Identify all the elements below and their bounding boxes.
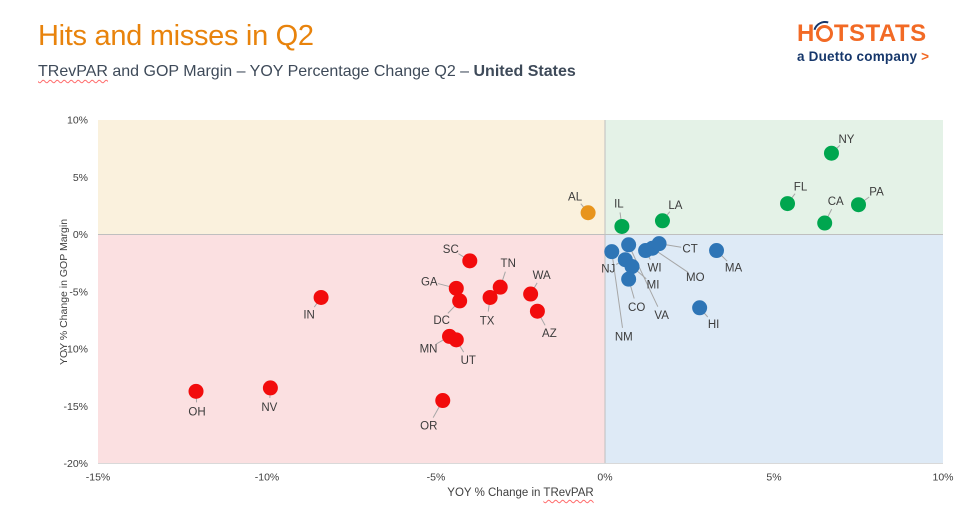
label-MA: MA <box>725 263 743 275</box>
quadrant-top-left <box>98 120 605 235</box>
point-GA <box>448 280 464 296</box>
label-UT: UT <box>461 355 476 367</box>
point-OH <box>188 383 204 399</box>
label-NY: NY <box>838 134 854 146</box>
quadrant-top-right <box>605 120 943 235</box>
x-axis-title-trevpar: TRevPAR <box>543 487 594 499</box>
x-tick--5%: -5% <box>427 472 446 484</box>
label-OR: OR <box>420 421 437 433</box>
point-NY <box>823 145 839 161</box>
label-MO: MO <box>686 272 705 284</box>
label-IN: IN <box>303 309 315 321</box>
point-AL <box>580 205 596 221</box>
x-tick-5%: 5% <box>766 472 781 484</box>
point-VA <box>621 237 637 253</box>
y-tick--5%: -5% <box>69 286 88 298</box>
label-TN: TN <box>501 258 516 270</box>
label-CT: CT <box>682 244 697 256</box>
y-tick--20%: -20% <box>63 458 88 470</box>
point-UT <box>448 332 464 348</box>
point-MA <box>709 243 725 259</box>
point-LA <box>654 213 670 229</box>
y-tick-0%: 0% <box>73 229 88 241</box>
logo-tagline: a Duetto company > <box>797 49 957 64</box>
x-axis-title: YOY % Change in TRevPAR <box>98 487 943 499</box>
label-WI: WI <box>648 263 662 275</box>
label-PA: PA <box>869 187 884 199</box>
y-tick--10%: -10% <box>63 344 88 356</box>
label-CA: CA <box>828 196 844 208</box>
point-NM <box>604 244 620 260</box>
chart-subtitle: TRevPAR and GOP Margin – YOY Percentage … <box>38 63 576 81</box>
point-FL <box>780 196 796 212</box>
label-NM: NM <box>615 332 633 344</box>
label-HI: HI <box>708 319 720 331</box>
x-tick-10%: 10% <box>932 472 953 484</box>
y-axis-title: YOY % Change in GOP Margin <box>58 218 70 366</box>
leader-NM <box>611 251 623 328</box>
point-HI <box>692 300 708 316</box>
point-TN <box>492 279 508 295</box>
label-IL: IL <box>614 198 624 210</box>
y-tick--15%: -15% <box>63 401 88 413</box>
point-CT <box>651 236 667 252</box>
point-OR <box>435 393 451 409</box>
label-AL: AL <box>568 192 583 204</box>
tagline-arrow-icon: > <box>921 49 930 64</box>
label-WA: WA <box>533 270 551 282</box>
point-AZ <box>529 303 545 319</box>
label-VA: VA <box>654 310 669 322</box>
x-tick-0%: 0% <box>597 472 612 484</box>
label-GA: GA <box>421 276 438 288</box>
label-MN: MN <box>420 343 438 355</box>
wordmark-rest: TSTATS <box>833 20 927 47</box>
label-NV: NV <box>261 402 277 414</box>
subtitle-country: United States <box>473 63 576 80</box>
point-CO <box>621 271 637 287</box>
hotstats-wordmark: H TSTATS <box>797 20 957 48</box>
label-FL: FL <box>794 182 808 194</box>
label-MI: MI <box>647 280 660 292</box>
label-AZ: AZ <box>542 328 557 340</box>
subtitle-trevpar: TRevPAR <box>38 63 108 80</box>
hotstats-logo: H TSTATS a Duetto company > <box>797 20 957 64</box>
page-title: Hits and misses in Q2 <box>38 20 314 52</box>
point-SC <box>462 253 478 269</box>
y-tick-5%: 5% <box>73 172 88 184</box>
x-tick--15%: -15% <box>86 472 111 484</box>
label-SC: SC <box>443 244 459 256</box>
point-IL <box>614 218 630 234</box>
wordmark-h: H <box>797 20 815 47</box>
label-CO: CO <box>628 302 645 314</box>
point-MI <box>624 259 640 275</box>
quadrant-bottom-left <box>98 234 605 464</box>
x-axis-title-prefix: YOY % Change in <box>447 487 544 499</box>
subtitle-mid: and GOP Margin – YOY Percentage Change Q… <box>107 63 474 80</box>
tagline-text: a Duetto company <box>797 49 918 64</box>
point-DC <box>452 293 468 309</box>
point-PA <box>851 197 866 213</box>
y-tick-10%: 10% <box>67 115 88 127</box>
label-LA: LA <box>668 200 682 212</box>
label-DC: DC <box>433 315 450 327</box>
point-CA <box>817 215 833 231</box>
logo-o-icon <box>815 25 833 42</box>
label-TX: TX <box>480 315 495 327</box>
point-IN <box>313 289 329 305</box>
point-TX <box>482 289 498 305</box>
label-OH: OH <box>188 406 205 418</box>
x-tick--10%: -10% <box>255 472 280 484</box>
point-WA <box>523 286 539 302</box>
point-NV <box>262 380 278 396</box>
quadrant-bottom-right <box>605 234 943 464</box>
label-NJ: NJ <box>601 264 615 276</box>
